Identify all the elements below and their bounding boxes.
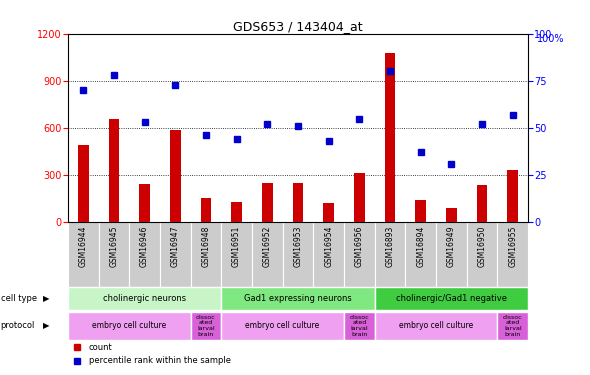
Text: ▶: ▶ [42,294,49,303]
Text: dissoc
ated
larval
brain: dissoc ated larval brain [503,315,523,337]
Text: dissoc
ated
larval
brain: dissoc ated larval brain [196,315,216,337]
Bar [354,174,365,222]
Bar [139,184,150,222]
Text: embryo cell culture: embryo cell culture [245,321,320,330]
Bar [375,222,405,287]
Bar [385,53,395,222]
Bar [221,312,344,340]
Text: percentile rank within the sample: percentile rank within the sample [88,356,231,365]
Text: GSM16956: GSM16956 [355,225,364,267]
Text: GSM16953: GSM16953 [293,225,303,267]
Text: GSM16946: GSM16946 [140,225,149,267]
Text: embryo cell culture: embryo cell culture [92,321,166,330]
Bar [405,222,436,287]
Text: ▶: ▶ [42,321,49,330]
Bar [283,222,313,287]
Text: GSM16954: GSM16954 [324,225,333,267]
Text: GSM16894: GSM16894 [416,225,425,267]
Bar [191,312,221,340]
Bar [313,222,344,287]
Text: GSM16951: GSM16951 [232,225,241,267]
Bar [221,222,252,287]
Text: GSM16955: GSM16955 [508,225,517,267]
Text: GSM16952: GSM16952 [263,225,272,267]
Bar [201,198,211,222]
Text: count: count [88,343,112,352]
Text: cholinergic neurons: cholinergic neurons [103,294,186,303]
Bar [78,145,88,222]
Bar [446,208,457,222]
Bar [436,222,467,287]
Bar [109,118,119,222]
Bar [497,312,528,340]
Bar [293,183,303,222]
Text: dissoc
ated
larval
brain: dissoc ated larval brain [349,315,369,337]
Text: embryo cell culture: embryo cell culture [399,321,473,330]
Bar [375,312,497,340]
Bar [375,287,528,310]
Bar [68,312,191,340]
Bar [68,222,99,287]
Bar [252,222,283,287]
Text: GSM16893: GSM16893 [385,225,395,267]
Title: GDS653 / 143404_at: GDS653 / 143404_at [233,20,363,33]
Bar [99,222,129,287]
Text: GSM16950: GSM16950 [477,225,487,267]
Bar [129,222,160,287]
Text: protocol: protocol [1,321,35,330]
Bar [221,287,375,310]
Bar [497,222,528,287]
Text: Gad1 expressing neurons: Gad1 expressing neurons [244,294,352,303]
Bar [507,170,518,222]
Bar [477,185,487,222]
Bar [262,183,273,222]
Bar [467,222,497,287]
Bar [170,129,181,222]
Bar [344,312,375,340]
Bar [68,287,221,310]
Text: GSM16945: GSM16945 [109,225,119,267]
Text: cholinergic/Gad1 negative: cholinergic/Gad1 negative [396,294,507,303]
Text: GSM16948: GSM16948 [201,225,211,267]
Bar [323,203,334,222]
Bar [344,222,375,287]
Text: GSM16949: GSM16949 [447,225,456,267]
Bar [160,222,191,287]
Bar [415,200,426,222]
Text: GSM16947: GSM16947 [171,225,180,267]
Text: 100%: 100% [537,34,565,44]
Bar [231,202,242,222]
Text: GSM16944: GSM16944 [78,225,88,267]
Bar [191,222,221,287]
Text: cell type: cell type [1,294,37,303]
